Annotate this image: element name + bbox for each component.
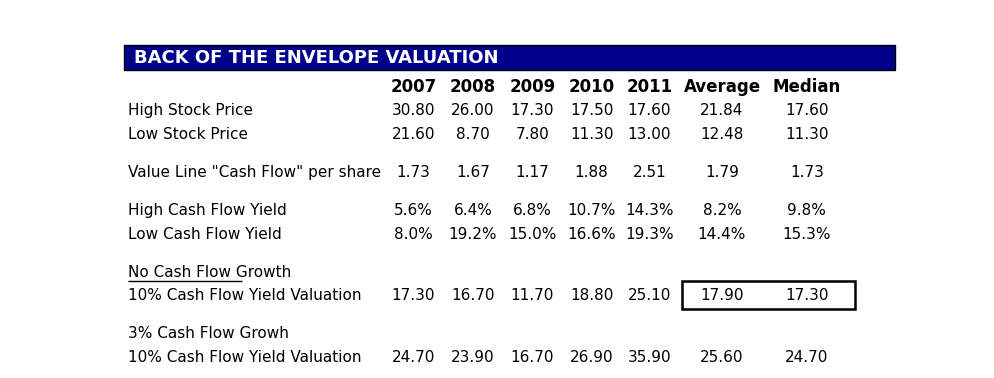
Text: 15.3%: 15.3% <box>782 227 830 242</box>
Text: 9.8%: 9.8% <box>786 203 825 218</box>
Text: Average: Average <box>683 78 759 96</box>
Text: 21.60: 21.60 <box>392 127 434 142</box>
Text: No Cash Flow Growth: No Cash Flow Growth <box>128 265 291 280</box>
Text: 1.17: 1.17 <box>515 165 549 180</box>
Text: 10% Cash Flow Yield Valuation: 10% Cash Flow Yield Valuation <box>128 288 362 304</box>
Text: 24.70: 24.70 <box>784 350 828 365</box>
Text: 2009: 2009 <box>509 78 555 96</box>
Text: Value Line "Cash Flow" per share: Value Line "Cash Flow" per share <box>128 165 381 180</box>
Text: 19.2%: 19.2% <box>448 227 497 242</box>
Text: 17.60: 17.60 <box>627 103 671 118</box>
Text: Low Stock Price: Low Stock Price <box>128 127 248 142</box>
Text: 17.90: 17.90 <box>700 288 743 304</box>
Text: 11.30: 11.30 <box>784 127 828 142</box>
Text: 2007: 2007 <box>390 78 436 96</box>
Text: 17.30: 17.30 <box>510 103 554 118</box>
Text: 14.3%: 14.3% <box>624 203 673 218</box>
Text: 17.30: 17.30 <box>392 288 434 304</box>
Text: 35.90: 35.90 <box>627 350 671 365</box>
Text: 11.30: 11.30 <box>570 127 613 142</box>
Text: 16.70: 16.70 <box>450 288 494 304</box>
Text: BACK OF THE ENVELOPE VALUATION: BACK OF THE ENVELOPE VALUATION <box>133 49 498 67</box>
Text: 5.6%: 5.6% <box>394 203 432 218</box>
Text: 23.90: 23.90 <box>450 350 494 365</box>
FancyBboxPatch shape <box>124 45 895 70</box>
Text: 17.50: 17.50 <box>570 103 612 118</box>
Text: 18.80: 18.80 <box>570 288 612 304</box>
Text: 8.0%: 8.0% <box>394 227 432 242</box>
Text: 2010: 2010 <box>568 78 614 96</box>
Text: 10.7%: 10.7% <box>567 203 615 218</box>
Text: 13.00: 13.00 <box>627 127 671 142</box>
Text: 16.70: 16.70 <box>510 350 554 365</box>
Text: 14.4%: 14.4% <box>697 227 746 242</box>
Text: 8.70: 8.70 <box>455 127 489 142</box>
Text: 2008: 2008 <box>449 78 495 96</box>
Text: 19.3%: 19.3% <box>624 227 673 242</box>
Text: 1.79: 1.79 <box>705 165 739 180</box>
Text: 6.8%: 6.8% <box>512 203 552 218</box>
Text: 26.00: 26.00 <box>450 103 494 118</box>
Text: 21.84: 21.84 <box>700 103 743 118</box>
Text: High Cash Flow Yield: High Cash Flow Yield <box>128 203 286 218</box>
Text: 11.70: 11.70 <box>510 288 554 304</box>
Text: 30.80: 30.80 <box>392 103 434 118</box>
Text: 25.10: 25.10 <box>627 288 671 304</box>
Text: Low Cash Flow Yield: Low Cash Flow Yield <box>128 227 281 242</box>
Text: 17.60: 17.60 <box>784 103 828 118</box>
Text: 10% Cash Flow Yield Valuation: 10% Cash Flow Yield Valuation <box>128 350 362 365</box>
Text: 12.48: 12.48 <box>700 127 743 142</box>
Text: 7.80: 7.80 <box>515 127 549 142</box>
Text: 1.67: 1.67 <box>455 165 489 180</box>
Text: High Stock Price: High Stock Price <box>128 103 253 118</box>
Text: 24.70: 24.70 <box>392 350 434 365</box>
Text: 1.88: 1.88 <box>575 165 608 180</box>
Text: 1.73: 1.73 <box>397 165 430 180</box>
Text: 26.90: 26.90 <box>570 350 613 365</box>
Text: 3% Cash Flow Growh: 3% Cash Flow Growh <box>128 326 289 341</box>
Text: Median: Median <box>772 78 840 96</box>
Text: 1.73: 1.73 <box>789 165 823 180</box>
Bar <box>681 281 854 309</box>
Text: 2011: 2011 <box>626 78 672 96</box>
Text: 8.2%: 8.2% <box>702 203 741 218</box>
Text: 17.30: 17.30 <box>784 288 828 304</box>
Text: 15.0%: 15.0% <box>508 227 556 242</box>
Text: 2.51: 2.51 <box>632 165 666 180</box>
Text: 16.6%: 16.6% <box>567 227 615 242</box>
Text: 25.60: 25.60 <box>700 350 743 365</box>
Text: 6.4%: 6.4% <box>453 203 492 218</box>
